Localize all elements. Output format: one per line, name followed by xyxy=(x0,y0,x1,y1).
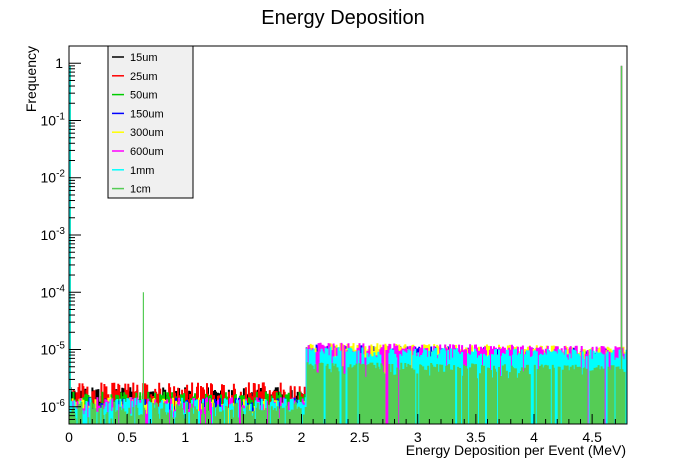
legend-label: 1mm xyxy=(130,165,154,177)
x-axis-label: Energy Deposition per Event (MeV) xyxy=(406,442,626,458)
x-tick-label: 2 xyxy=(298,429,306,445)
chart-title: Energy Deposition xyxy=(261,7,424,29)
x-tick-label: 4 xyxy=(530,429,538,445)
x-axis-ticks: 0 0.5 1 1.5 2 2.5 3 3.5 4 4.5 xyxy=(65,414,628,445)
legend: 15um 25um 50um 150um 300um 600um 1mm 1cm xyxy=(107,45,194,199)
y-tick-label: 1 xyxy=(55,55,63,71)
legend-label: 600um xyxy=(130,146,164,158)
legend-label: 15um xyxy=(130,52,158,64)
x-tick-label: 0.5 xyxy=(117,429,137,445)
legend-label: 150um xyxy=(130,108,164,120)
legend-label: 300um xyxy=(130,127,164,139)
y-tick-label: 10-1 xyxy=(41,111,66,128)
y-tick-label: 10-3 xyxy=(41,226,66,243)
y-tick-label: 10-6 xyxy=(41,398,66,415)
y-axis-ticks: 1 10-1 10-2 10-3 10-4 10-5 10-6 xyxy=(41,45,81,425)
x-tick-label: 4.5 xyxy=(582,429,602,445)
x-tick-label: 1 xyxy=(181,429,189,445)
x-tick-label: 3.5 xyxy=(466,429,486,445)
y-axis-label: Frequency xyxy=(23,46,39,112)
x-tick-label: 2.5 xyxy=(350,429,370,445)
y-tick-label: 10-2 xyxy=(41,169,66,186)
y-tick-label: 10-5 xyxy=(41,341,66,358)
legend-box xyxy=(107,45,194,199)
legend-label: 50um xyxy=(130,90,158,102)
y-tick-label: 10-4 xyxy=(41,283,66,300)
legend-label: 25um xyxy=(130,71,158,83)
x-tick-label: 0 xyxy=(65,429,73,445)
legend-label: 1cm xyxy=(130,184,151,196)
x-tick-label: 3 xyxy=(414,429,422,445)
x-tick-label: 1.5 xyxy=(234,429,254,445)
